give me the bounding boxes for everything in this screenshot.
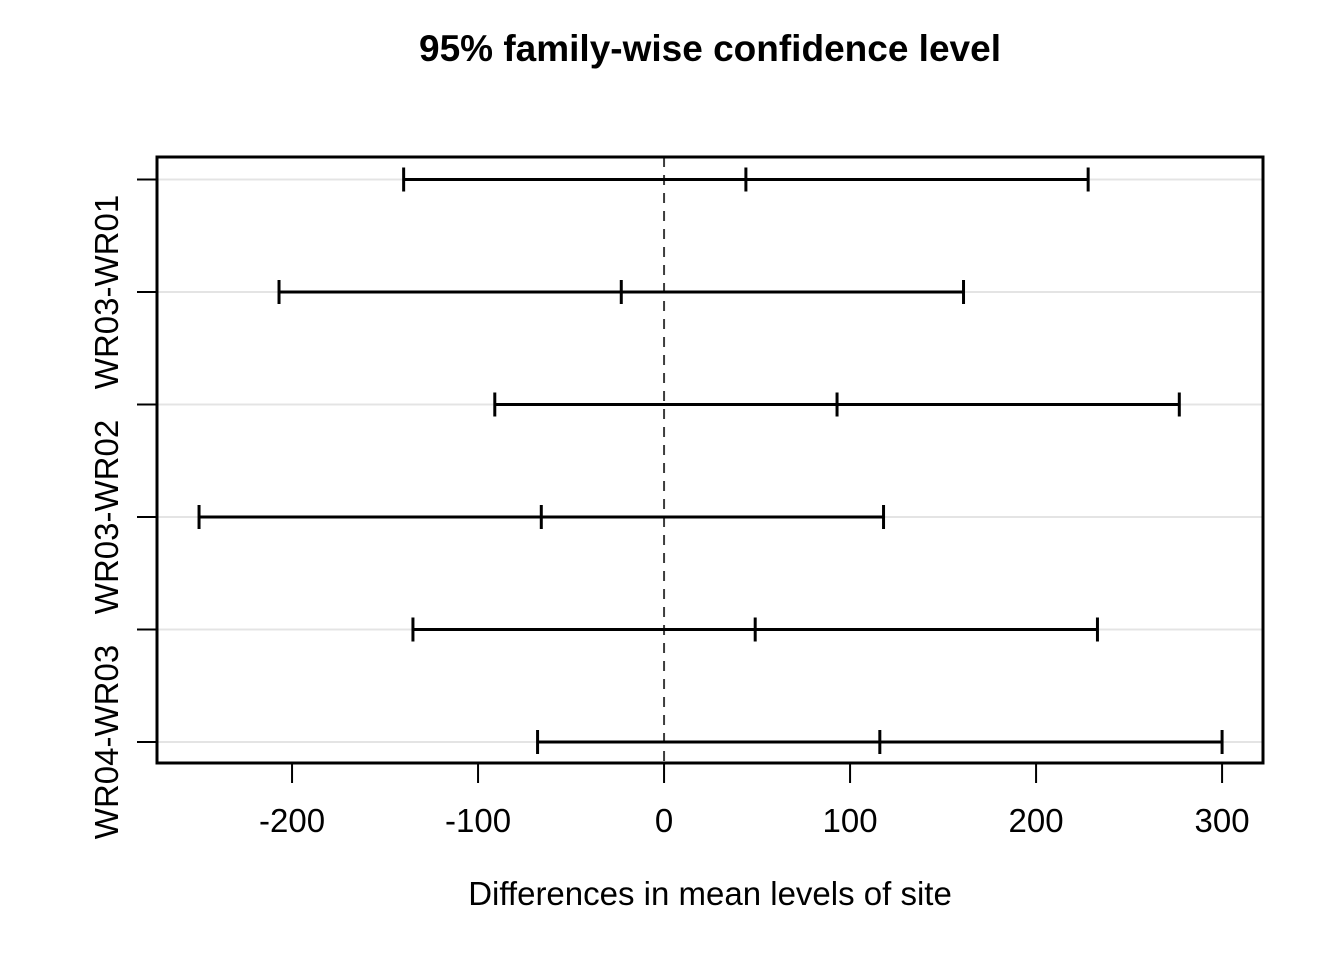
y-axis-label: WR03-WR01 xyxy=(88,195,125,389)
plot-box xyxy=(155,155,1265,765)
x-tick-label: 0 xyxy=(655,802,673,839)
x-tick-label: 300 xyxy=(1195,802,1250,839)
plot-title: 95% family-wise confidence level xyxy=(419,28,1001,69)
y-axis-label: WR03-WR02 xyxy=(88,420,125,614)
x-tick-label: 200 xyxy=(1009,802,1064,839)
x-tick-label: -200 xyxy=(259,802,325,839)
x-tick-label: 100 xyxy=(823,802,878,839)
x-tick-label: -100 xyxy=(445,802,511,839)
x-axis-title: Differences in mean levels of site xyxy=(468,875,952,912)
y-axis-label: WR04-WR03 xyxy=(88,645,125,839)
